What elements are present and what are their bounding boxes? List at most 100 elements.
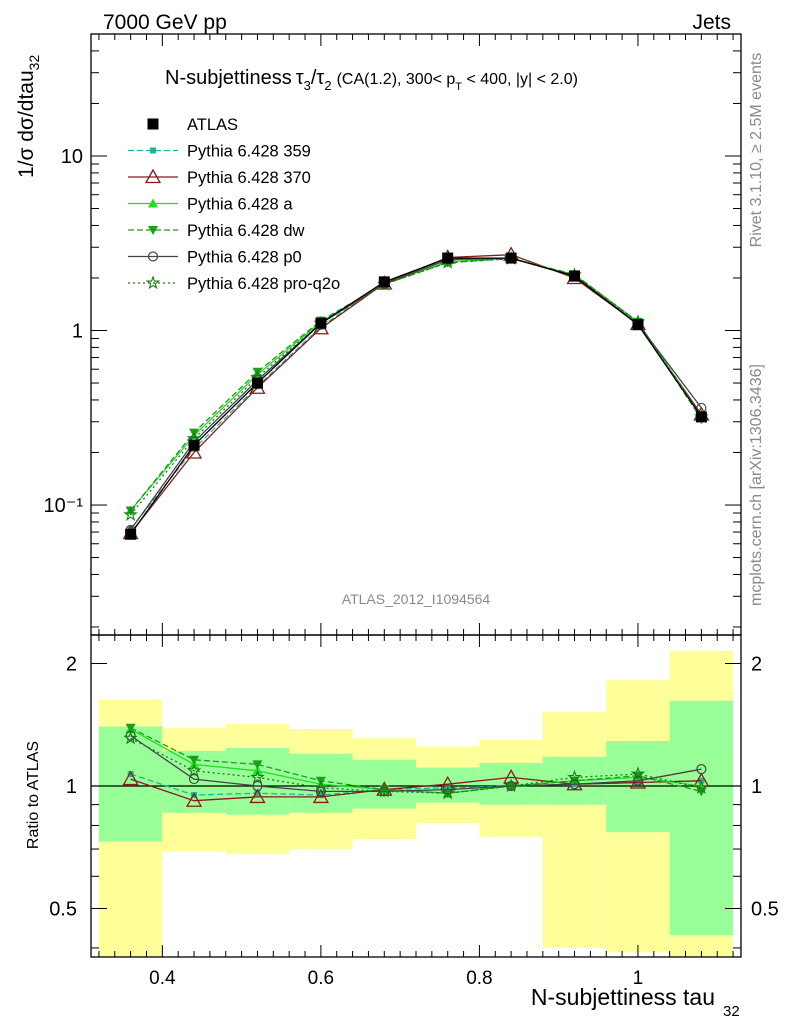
ratio-point-pythia-6-428-p0 <box>442 784 453 795</box>
ratio-point-pythia-6-428-p0 <box>315 786 326 797</box>
ratio-point-pythia-6-428-359 <box>317 792 324 799</box>
ratio-point-pythia-6-428-pro-q2o <box>123 730 138 745</box>
title-tau3: τ <box>296 67 304 89</box>
ratio-point-pythia-6-428-pro-q2o <box>250 769 265 784</box>
title-slash: / <box>311 67 317 89</box>
ratio-point-pythia-6-428-pro-q2o <box>440 785 455 800</box>
title-subT: T <box>455 81 462 93</box>
legend-marker-pythia-6-428-a <box>148 198 158 208</box>
chart-title: N-subjettiness τ3/τ2 (CA(1.2), 300< pT < 4… <box>165 67 578 93</box>
ratio-point-pythia-6-428-p0 <box>188 773 200 785</box>
ratio-y-tick-label-right: 1 <box>751 776 762 798</box>
main-series <box>122 246 710 540</box>
xlabel-sub: 32 <box>723 1003 740 1020</box>
point-atlas <box>251 377 263 389</box>
ratio-point-pythia-6-428-359 <box>127 771 134 778</box>
title-tau2: τ <box>316 67 324 89</box>
band-yellow <box>542 712 607 948</box>
ratio-point-pythia-6-428-dw <box>189 755 200 765</box>
ratio-line-pythia-6-428-pro-q2o <box>130 737 702 794</box>
ratio-point-pythia-6-428-370 <box>312 788 329 804</box>
point-atlas <box>695 411 707 423</box>
ratio-point-pythia-6-428-370 <box>185 792 203 807</box>
title-sub2: 2 <box>324 78 331 93</box>
ratio-line-pythia-6-428-dw <box>130 727 702 794</box>
legend-label-atlas: ATLAS <box>187 116 238 134</box>
rivet-label: Rivet 3.1.10, ≥ 2.5M events <box>748 53 765 248</box>
title-paren1: (CA(1.2), 300< p <box>337 71 456 88</box>
legend-marker-pythia-6-428-dw <box>148 226 158 235</box>
axis-ticks: 0.4 0.6 0.8 1 10⁻¹ 1 10 0.5 0.5 1 1 2 2 <box>44 33 779 989</box>
main-ylabel-sub: 32 <box>26 55 42 71</box>
ratio-point-pythia-6-428-dw <box>252 760 263 770</box>
ratio-y-tick-label-right: 0.5 <box>751 898 779 920</box>
series-line-pythia-6-428-dw <box>130 258 702 511</box>
x-tick-label: 0.8 <box>466 968 492 989</box>
ratio-point-pythia-6-428-370 <box>629 774 647 789</box>
series-line-pythia-6-428-359 <box>130 257 702 530</box>
point-pythia-6-428-pro-q2o <box>123 506 138 522</box>
legend-marker-atlas <box>147 118 159 130</box>
ratio-point-pythia-6-428-pro-q2o <box>503 778 519 793</box>
point-pythia-6-428-dw <box>125 506 136 516</box>
ratio-point-pythia-6-428-pro-q2o <box>694 780 709 794</box>
analysis-tag: ATLAS_2012_I1094564 <box>342 591 491 607</box>
legend-label-pythia-6-428-pro-q2o: Pythia 6.428 pro-q2o <box>187 275 340 293</box>
point-atlas <box>632 319 644 331</box>
ratio-series <box>122 723 710 807</box>
point-atlas <box>569 270 581 282</box>
point-atlas <box>315 317 327 329</box>
point-pythia-6-428-370 <box>185 444 203 459</box>
x-tick-label: 0.6 <box>308 968 334 989</box>
ratio-point-pythia-6-428-pro-q2o <box>186 763 202 777</box>
ratio-point-pythia-6-428-370 <box>122 770 139 786</box>
series-line-pythia-6-428-pro-q2o <box>130 258 702 516</box>
ratio-ylabel: Ratio to ATLAS <box>25 741 42 849</box>
y-tick-label: 1 <box>72 321 83 343</box>
ratio-line-pythia-6-428-a <box>130 728 702 794</box>
point-atlas <box>125 528 137 540</box>
ratio-y-tick-label-left: 1 <box>66 776 77 798</box>
legend-label-pythia-6-428-p0: Pythia 6.428 p0 <box>187 249 302 267</box>
ratio-point-pythia-6-428-pro-q2o <box>630 766 646 781</box>
title-sub3: 3 <box>304 78 311 93</box>
ratio-y-tick-label-left: 0.5 <box>49 898 77 920</box>
legend-label-pythia-6-428-370: Pythia 6.428 370 <box>187 169 311 187</box>
legend: ATLAS Pythia 6.428 359 Pythia 6.428 370 Pyt… <box>128 116 340 293</box>
ratio-line-pythia-6-428-370 <box>130 776 702 802</box>
ratio-line-pythia-6-428-p0 <box>130 735 702 793</box>
ratio-point-pythia-6-428-dw <box>125 723 136 733</box>
series-line-atlas <box>130 257 702 535</box>
ratio-y-tick-label-left: 2 <box>66 654 77 676</box>
x-tick-label: 0.4 <box>149 968 176 989</box>
header-left: 7000 GeV pp <box>103 11 227 34</box>
legend-marker-pythia-6-428-370 <box>144 168 162 184</box>
ratio-point-pythia-6-428-pro-q2o <box>567 769 582 784</box>
legend-label-pythia-6-428-a: Pythia 6.428 a <box>187 196 293 214</box>
xlabel: N-subjettiness tau <box>531 984 715 1010</box>
point-atlas <box>505 252 517 264</box>
legend-marker-pythia-6-428-359 <box>150 147 156 154</box>
ratio-point-pythia-6-428-359 <box>254 790 261 797</box>
ratio-point-pythia-6-428-p0 <box>696 764 707 775</box>
ratio-point-pythia-6-428-pro-q2o <box>377 783 392 798</box>
point-atlas <box>188 439 200 451</box>
ratio-point-pythia-6-428-p0 <box>252 780 263 792</box>
title-main: N-subjettiness <box>165 67 292 89</box>
series-line-pythia-6-428-p0 <box>130 257 702 531</box>
legend-marker-pythia-6-428-pro-q2o <box>145 275 161 290</box>
title-paren2: < 400, |y| < 2.0) <box>462 71 578 88</box>
y-tick-label: 10⁻¹ <box>44 495 84 517</box>
series-line-pythia-6-428-370 <box>130 254 702 534</box>
y-tick-label: 10 <box>61 146 83 168</box>
point-atlas <box>378 276 390 288</box>
source-label: mcplots.cern.ch [arXiv:1306.3436] <box>748 364 765 606</box>
legend-label-pythia-6-428-dw: Pythia 6.428 dw <box>187 222 304 240</box>
x-tick-label: 1 <box>633 968 644 989</box>
ratio-y-tick-label-right: 2 <box>751 654 762 676</box>
legend-label-pythia-6-428-359: Pythia 6.428 359 <box>187 143 311 161</box>
main-ylabel: 1/σ dσ/dtau32 <box>15 55 42 178</box>
legend-marker-pythia-6-428-p0 <box>147 251 159 262</box>
main-ylabel-text: 1/σ dσ/dtau <box>15 70 38 178</box>
